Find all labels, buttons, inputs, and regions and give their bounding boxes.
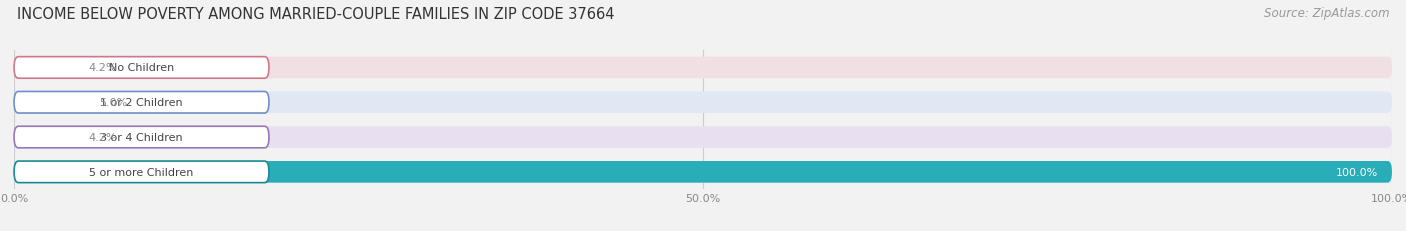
FancyBboxPatch shape [14, 161, 1392, 183]
FancyBboxPatch shape [14, 92, 83, 113]
Text: 4.2%: 4.2% [89, 63, 117, 73]
FancyBboxPatch shape [14, 127, 269, 148]
Text: 4.2%: 4.2% [89, 132, 117, 143]
Text: 1 or 2 Children: 1 or 2 Children [100, 98, 183, 108]
FancyBboxPatch shape [14, 58, 1392, 79]
Text: INCOME BELOW POVERTY AMONG MARRIED-COUPLE FAMILIES IN ZIP CODE 37664: INCOME BELOW POVERTY AMONG MARRIED-COUPL… [17, 7, 614, 22]
Text: Source: ZipAtlas.com: Source: ZipAtlas.com [1264, 7, 1389, 20]
Text: 5.0%: 5.0% [100, 98, 128, 108]
FancyBboxPatch shape [14, 127, 1392, 148]
FancyBboxPatch shape [14, 127, 72, 148]
Text: 100.0%: 100.0% [1336, 167, 1378, 177]
FancyBboxPatch shape [14, 92, 269, 113]
FancyBboxPatch shape [14, 58, 269, 79]
Text: No Children: No Children [108, 63, 174, 73]
FancyBboxPatch shape [14, 92, 1392, 113]
FancyBboxPatch shape [14, 161, 1392, 183]
Text: 5 or more Children: 5 or more Children [90, 167, 194, 177]
FancyBboxPatch shape [14, 161, 269, 183]
Text: 3 or 4 Children: 3 or 4 Children [100, 132, 183, 143]
FancyBboxPatch shape [14, 58, 72, 79]
